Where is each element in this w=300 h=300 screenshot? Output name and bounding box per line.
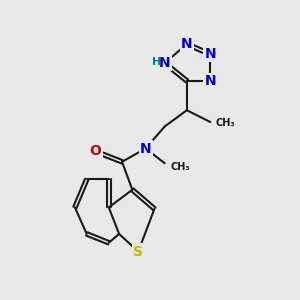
Text: N: N xyxy=(140,142,152,155)
Text: N: N xyxy=(181,37,193,51)
Text: O: O xyxy=(90,145,101,158)
Text: N: N xyxy=(159,56,170,70)
Text: S: S xyxy=(133,244,143,259)
Text: H: H xyxy=(152,57,161,67)
Text: CH₃: CH₃ xyxy=(216,118,235,128)
Text: CH₃: CH₃ xyxy=(170,162,190,172)
Text: N: N xyxy=(205,74,216,88)
Text: N: N xyxy=(205,47,216,61)
